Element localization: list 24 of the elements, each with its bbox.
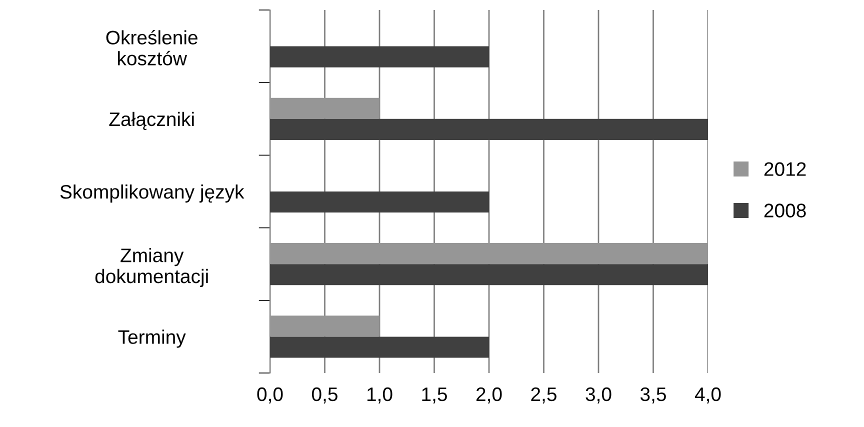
x-tick-label: 1,0 [367, 387, 392, 404]
x-tick-label: 0,5 [312, 387, 338, 404]
bar [270, 264, 708, 286]
bar [270, 118, 708, 140]
x-tick-label: 4,0 [694, 387, 721, 404]
y-tick-label: Zmiany dokumentacji [95, 248, 208, 288]
bar [270, 316, 380, 337]
x-tick-label: 2,5 [531, 387, 556, 404]
bar [270, 243, 708, 264]
x-tick-label: 1,5 [422, 388, 447, 404]
x-tick-label: 3,0 [586, 387, 612, 404]
y-tick-label: Terminy [118, 330, 186, 348]
bar [270, 192, 489, 213]
y-tick-label: Załączniki [109, 112, 194, 130]
bar [270, 336, 489, 358]
legend-label: 2008 [764, 204, 806, 218]
x-tick-label: 2,0 [476, 387, 502, 404]
x-tick-label: 0,0 [257, 387, 283, 404]
bar [270, 98, 380, 119]
legend-label: 2012 [764, 162, 806, 176]
y-tick-label: Określenie kosztów [106, 30, 198, 66]
bar [270, 46, 489, 68]
x-tick-label: 3,5 [640, 387, 666, 404]
y-tick-label: Skomplikowany język [60, 184, 244, 203]
